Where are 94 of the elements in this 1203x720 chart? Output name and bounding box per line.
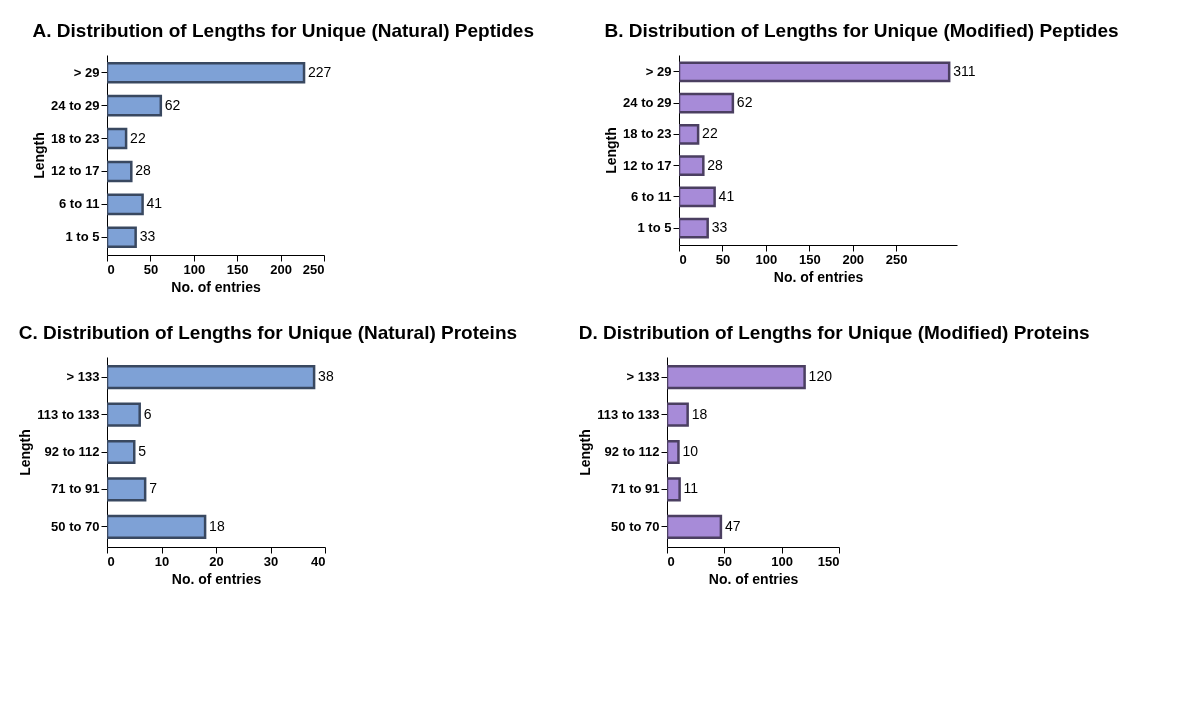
data-label: 28 (135, 162, 152, 179)
y-axis-title: Length (577, 429, 594, 476)
y-tick-label: 50 to 70 (611, 518, 660, 534)
x-axis-title: No. of entries (171, 278, 261, 295)
bar (107, 226, 137, 249)
y-tick-label: 12 to 17 (51, 163, 100, 179)
bar (107, 514, 207, 539)
data-label: 120 (808, 368, 833, 385)
y-tick-label: 24 to 29 (51, 97, 100, 113)
data-label: 5 (138, 443, 147, 459)
y-tick-label: > 29 (73, 64, 100, 80)
y-tick-label: 18 to 23 (51, 130, 100, 146)
y-axis-title: Length (17, 429, 34, 476)
y-tick-label: 71 to 91 (611, 481, 660, 497)
bar (679, 217, 709, 239)
data-label: 18 (209, 517, 225, 534)
bar (679, 186, 716, 208)
bar (107, 61, 306, 84)
bar (679, 124, 700, 145)
data-label: 227 (308, 63, 332, 80)
chart-title: D. Distribution of Lengths for Unique (Modified) Proteins (578, 322, 1090, 343)
x-tick-label: 100 (771, 553, 794, 569)
y-tick-label: 71 to 91 (51, 481, 100, 497)
x-tick-label: 150 (226, 261, 249, 277)
y-tick-label: 50 to 70 (51, 518, 100, 534)
x-tick-label: 150 (798, 251, 821, 267)
y-axis-title: Length (31, 132, 48, 179)
bar (679, 155, 705, 176)
bar (107, 477, 147, 502)
y-tick-label: 6 to 11 (631, 188, 672, 204)
y-tick-label: > 133 (66, 369, 100, 385)
y-tick-label: 92 to 112 (604, 444, 660, 459)
chart-title: A. Distribution of Lengths for Unique (Natural) Peptides (32, 20, 534, 41)
x-tick-label: 150 (817, 553, 840, 569)
x-tick-label: 200 (270, 261, 292, 277)
y-tick-label: > 29 (645, 63, 672, 79)
y-tick-label: 24 to 29 (623, 95, 672, 111)
x-tick-label: 0 (107, 553, 115, 569)
y-tick-label: 1 to 5 (65, 229, 100, 245)
data-label: 33 (139, 228, 156, 245)
data-label: 41 (146, 195, 163, 212)
x-tick-label: 10 (154, 553, 170, 569)
x-tick-label: 0 (679, 251, 687, 267)
data-label: 38 (318, 368, 334, 385)
data-label: 47 (724, 517, 741, 534)
bar (107, 193, 144, 216)
bar (107, 439, 136, 465)
bar (107, 402, 141, 427)
x-tick-label: 100 (755, 251, 778, 267)
data-label: 18 (691, 405, 708, 422)
bar (679, 92, 735, 114)
chart-title: B. Distribution of Lengths for Unique (Modified) Peptides (604, 20, 1119, 41)
x-tick-label: 0 (107, 261, 115, 277)
y-tick-label: > 133 (626, 369, 660, 385)
data-label: 7 (149, 480, 158, 497)
x-tick-label: 100 (183, 261, 206, 277)
bar (107, 160, 133, 183)
data-label: 6 (143, 405, 152, 422)
data-label: 11 (683, 480, 699, 497)
x-tick-label: 50 (143, 261, 159, 277)
y-tick-label: 6 to 11 (59, 196, 100, 212)
y-tick-label: 1 to 5 (637, 220, 672, 236)
data-label: 22 (130, 129, 146, 146)
x-tick-label: 40 (311, 553, 326, 569)
x-axis-title: No. of entries (773, 268, 864, 285)
bar (107, 127, 128, 150)
bar (679, 61, 951, 83)
chart-title: C. Distribution of Lengths for Unique (Natural) Proteins (18, 322, 518, 343)
x-tick-label: 50 (717, 553, 733, 569)
x-tick-label: 200 (842, 251, 865, 267)
x-axis-title: No. of entries (171, 570, 262, 587)
data-label: 33 (711, 219, 728, 236)
bar (107, 365, 316, 390)
x-tick-label: 250 (302, 261, 325, 277)
y-tick-label: 18 to 23 (623, 126, 672, 142)
x-tick-label: 0 (667, 553, 675, 569)
y-tick-label: 12 to 17 (623, 157, 672, 173)
y-tick-label: 113 to 133 (597, 406, 660, 422)
bar (107, 94, 163, 117)
x-tick-label: 30 (263, 553, 279, 569)
data-label: 22 (702, 125, 718, 142)
data-label: 10 (682, 443, 699, 459)
data-label: 311 (953, 62, 976, 79)
data-label: 41 (718, 187, 735, 204)
data-label: 28 (707, 156, 724, 173)
y-tick-label: 113 to 133 (37, 406, 100, 422)
x-axis-title: No. of entries (708, 570, 799, 587)
data-label: 62 (736, 94, 753, 111)
x-tick-label: 50 (715, 251, 731, 267)
x-tick-label: 20 (209, 553, 224, 569)
x-tick-label: 250 (885, 251, 908, 267)
y-axis-title: Length (603, 127, 620, 174)
data-label: 62 (164, 96, 181, 113)
y-tick-label: 92 to 112 (44, 444, 100, 459)
